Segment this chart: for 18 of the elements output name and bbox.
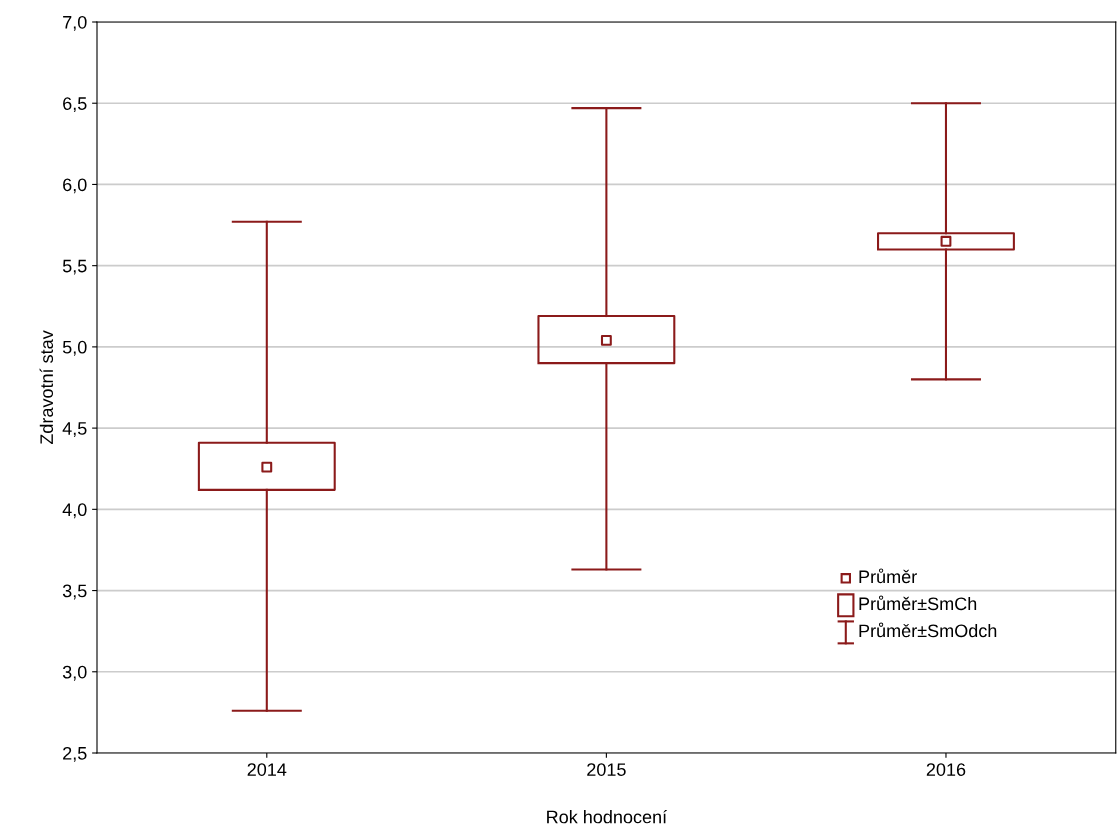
y-tick-label: 6,0 (63, 178, 87, 194)
y-tick-label: 5,0 (62, 340, 87, 356)
x-tick-label: 2016 (926, 763, 966, 776)
y-tick-label: 5,5 (62, 259, 87, 275)
annotation: Průměr±SmCh (859, 595, 977, 611)
annotation: Průměr (859, 568, 917, 584)
y-tick-label: 4,5 (62, 422, 87, 437)
y-tick-label: 6,5 (63, 97, 87, 113)
y-tick-label: 2,5 (63, 746, 87, 762)
annotation: Průměr±SmOdch (859, 622, 997, 638)
y-tick-label: 4,0 (62, 503, 87, 519)
x-axis-title: Rok hodnocení (547, 809, 668, 824)
x-tick-label: 2015 (587, 763, 626, 776)
y-axis-title: Zdravotní stav (39, 330, 54, 445)
y-tick-label: 3,5 (62, 584, 87, 600)
y-tick-label: 3,0 (62, 665, 87, 681)
x-tick-label: 2014 (247, 763, 287, 776)
y-tick-label: 7,0 (63, 15, 87, 31)
